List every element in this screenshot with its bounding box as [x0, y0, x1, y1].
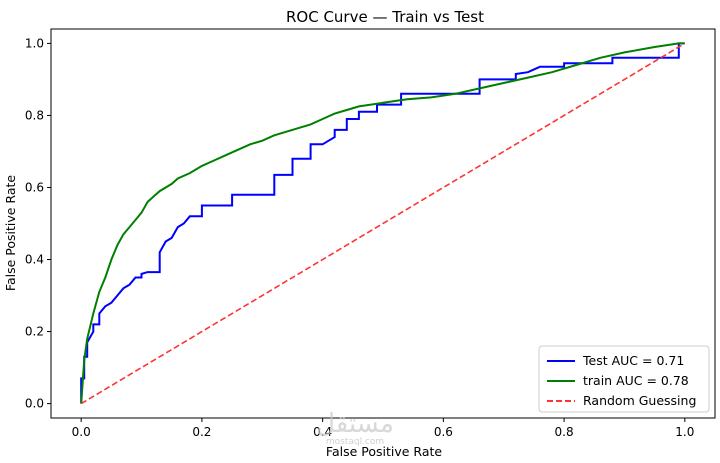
legend: Test AUC = 0.71 train AUC = 0.78 Random Gu…: [538, 345, 710, 413]
legend-label: Test AUC = 0.71: [582, 353, 684, 368]
plot-area: [80, 42, 686, 405]
legend-label: Random Guessing: [583, 393, 696, 408]
y-axis-title: False Positive Rate: [3, 175, 18, 291]
watermark: مستقل mostaql.com: [316, 409, 394, 447]
legend-box: [538, 345, 710, 413]
plot-frame: [50, 28, 716, 419]
chart-title: ROC Curve — Train vs Test: [286, 8, 484, 26]
watermark-text: مستقل: [316, 409, 394, 439]
series-line-2: [80, 42, 686, 405]
y-tick-label: 0.0: [25, 397, 44, 411]
axes: 0.0 0.2 0.4 0.6 0.8 1.0 0.0 0.2 0.4 0.6 0.8 1.0: [25, 28, 716, 439]
legend-label: train AUC = 0.78: [583, 373, 689, 388]
series-line-0: [80, 42, 685, 404]
x-tick-label: 1.0: [675, 425, 694, 439]
x-tick-label: 0.0: [72, 425, 91, 439]
x-tick-label: 0.6: [434, 425, 453, 439]
series-line-1: [80, 42, 685, 404]
y-tick-label: 0.8: [25, 108, 44, 122]
x-axis-title: False Positive Rate: [326, 444, 442, 459]
x-tick-label: 0.2: [192, 425, 211, 439]
x-tick-label: 0.4: [313, 425, 332, 439]
y-tick-label: 1.0: [25, 36, 44, 50]
x-tick-label: 0.8: [555, 425, 574, 439]
y-tick-label: 0.6: [25, 180, 44, 194]
y-tick-label: 0.4: [25, 253, 44, 267]
watermark-subtext: mostaql.com: [326, 437, 384, 447]
y-tick-label: 0.2: [25, 325, 44, 339]
